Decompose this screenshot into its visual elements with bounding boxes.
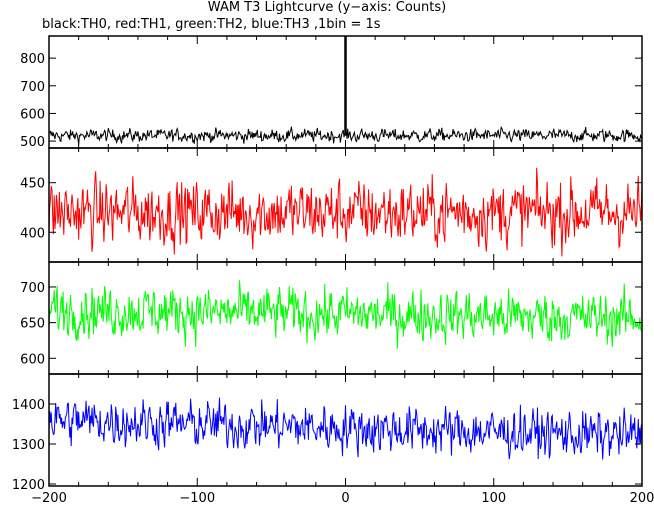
- series-line-th3: [49, 397, 642, 460]
- y-tick-label: 600: [20, 352, 45, 367]
- series-line-th2: [49, 280, 642, 349]
- x-tick-label: −200: [31, 491, 67, 505]
- y-tick-label: 700: [20, 281, 45, 296]
- chart-title: WAM T3 Lightcurve (y−axis: Counts): [207, 0, 447, 15]
- y-tick-label: 1200: [12, 478, 45, 493]
- x-tick-label: 200: [630, 491, 654, 505]
- panel-th1: 400 450: [20, 147, 643, 263]
- y-tick-label: 1400: [12, 398, 45, 413]
- chart-subtitle: black:TH0, red:TH1, green:TH2, blue:TH3 …: [42, 17, 381, 32]
- y-tick-label: 800: [20, 52, 45, 67]
- series-line-th0: [49, 125, 642, 145]
- x-tick-label: 0: [341, 491, 349, 505]
- panel-th3: 1200 1300 1400: [12, 373, 643, 493]
- panel-th2: 600 650 700: [20, 261, 643, 375]
- y-tick-label: 450: [20, 177, 45, 192]
- x-tick-label: 100: [481, 491, 506, 505]
- y-tick-label: 700: [20, 80, 45, 95]
- y-tick-label: 500: [20, 135, 45, 150]
- series-line-th1: [49, 167, 642, 257]
- y-tick-label: 400: [20, 226, 45, 241]
- y-tick-label: 600: [20, 107, 45, 122]
- y-tick-label: 650: [20, 317, 45, 332]
- x-tick-label: −100: [179, 491, 215, 505]
- panel-th0: 500 600 700 800: [20, 35, 643, 150]
- y-tick-label: 1300: [12, 438, 45, 453]
